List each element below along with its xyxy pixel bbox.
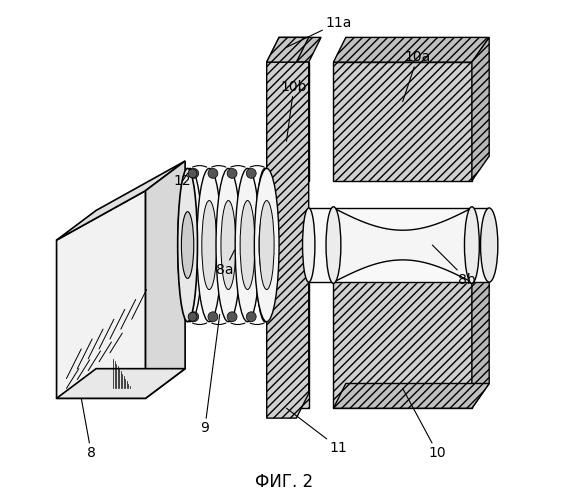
Text: ФИГ. 2: ФИГ. 2 [255, 474, 313, 492]
Circle shape [189, 312, 199, 322]
Text: 9: 9 [201, 314, 220, 435]
Text: 10: 10 [403, 388, 446, 460]
Polygon shape [333, 280, 472, 408]
Text: 10b: 10b [281, 80, 307, 141]
Polygon shape [267, 280, 309, 408]
Circle shape [188, 312, 197, 321]
Polygon shape [145, 161, 185, 398]
Polygon shape [472, 255, 489, 408]
Circle shape [227, 312, 237, 322]
Polygon shape [333, 384, 489, 408]
Ellipse shape [303, 208, 315, 282]
Circle shape [208, 312, 218, 322]
Ellipse shape [197, 168, 222, 322]
Polygon shape [267, 38, 309, 62]
Text: 8a: 8a [216, 250, 235, 277]
Polygon shape [57, 368, 185, 398]
Polygon shape [267, 38, 321, 62]
Text: 10a: 10a [403, 50, 431, 102]
Ellipse shape [183, 200, 198, 290]
Ellipse shape [221, 200, 236, 290]
Ellipse shape [216, 168, 241, 322]
Ellipse shape [254, 168, 279, 322]
Polygon shape [333, 208, 472, 282]
Ellipse shape [465, 206, 479, 284]
Polygon shape [333, 62, 472, 181]
Polygon shape [333, 38, 489, 62]
Ellipse shape [326, 206, 341, 284]
Polygon shape [57, 161, 185, 240]
Ellipse shape [178, 168, 198, 322]
Ellipse shape [181, 212, 194, 278]
Text: 12: 12 [174, 174, 191, 188]
Circle shape [247, 312, 256, 322]
Text: 11a: 11a [286, 16, 352, 48]
Polygon shape [472, 38, 489, 181]
Circle shape [227, 168, 237, 178]
Polygon shape [267, 62, 309, 181]
Text: 11: 11 [286, 408, 347, 455]
Ellipse shape [256, 168, 275, 322]
Circle shape [189, 168, 199, 178]
Polygon shape [267, 62, 309, 418]
Ellipse shape [259, 200, 274, 290]
Ellipse shape [235, 168, 260, 322]
Polygon shape [57, 190, 145, 398]
Text: 8: 8 [81, 398, 95, 460]
Ellipse shape [202, 200, 216, 290]
Ellipse shape [481, 208, 498, 282]
Circle shape [208, 168, 218, 178]
Circle shape [247, 168, 256, 178]
Ellipse shape [259, 212, 272, 278]
Circle shape [188, 169, 197, 178]
Ellipse shape [178, 168, 202, 322]
Text: 8b: 8b [432, 245, 476, 286]
Ellipse shape [240, 200, 255, 290]
